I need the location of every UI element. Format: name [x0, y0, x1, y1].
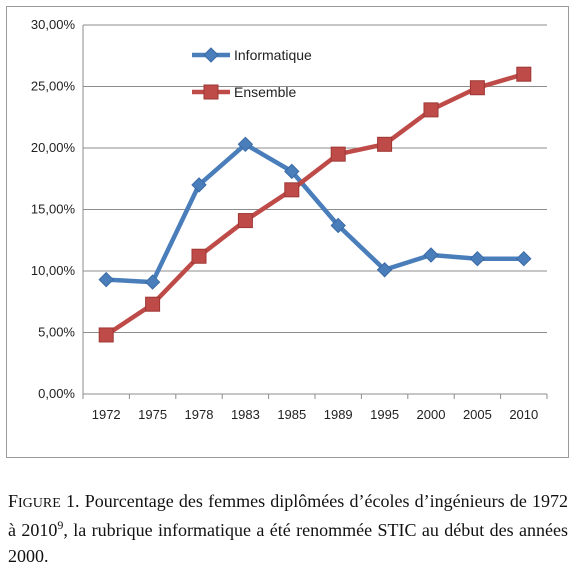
legend-marker: [203, 47, 219, 63]
footnote-marker: 9: [57, 518, 64, 532]
caption-text-end: , la rubrique informatique a été renommé…: [8, 520, 568, 566]
x-tick-label: 1995: [370, 407, 399, 422]
series-line-informatique: [106, 142, 524, 285]
data-point-ensemble: [516, 66, 532, 82]
caption-label: FIGURE: [8, 491, 61, 511]
figure-caption: FIGURE 1. Pourcentage des femmes diplômé…: [8, 488, 568, 569]
series-line-ensemble: [104, 72, 525, 337]
data-point-ensemble: [423, 102, 439, 118]
y-tick-label: 20,00%: [31, 140, 76, 155]
data-point-informatique: [191, 177, 207, 193]
data-point-ensemble: [330, 146, 346, 162]
data-point-ensemble: [98, 327, 114, 343]
y-tick-label: 5,00%: [38, 325, 75, 340]
data-point-ensemble: [284, 182, 300, 198]
data-point-informatique: [376, 262, 393, 278]
data-point-informatique: [284, 163, 300, 180]
data-point-informatique: [237, 136, 254, 153]
chart-frame: 0,00% 5,00% 10,00% 15,00% 20,00% 25,00% 30,00%…: [6, 6, 569, 458]
y-tick-label: 30,00%: [31, 17, 76, 32]
data-point-ensemble: [145, 296, 161, 312]
x-tick-label: 1989: [324, 407, 353, 422]
caption-number: 1.: [66, 491, 80, 511]
data-point-ensemble: [237, 213, 253, 229]
x-tick-label: 1972: [92, 407, 121, 422]
data-point-informatique: [98, 271, 114, 288]
x-tick-label: 1985: [277, 407, 306, 422]
data-point-informatique: [469, 250, 486, 267]
y-tick-label: 15,00%: [31, 202, 76, 217]
x-tick-label: 1978: [185, 407, 214, 422]
caption-text: Pourcentage des femmes diplômées d’école…: [8, 491, 569, 540]
legend-marker: [203, 84, 219, 100]
data-point-informatique: [144, 274, 161, 290]
legend-label: Ensemble: [234, 84, 296, 100]
y-tick-label: 25,00%: [31, 79, 76, 94]
data-point-informatique: [330, 217, 346, 234]
x-tick-label: 1983: [231, 407, 260, 422]
line-chart: 0,00% 5,00% 10,00% 15,00% 20,00% 25,00% 30,00%…: [31, 17, 548, 422]
data-point-informatique: [423, 247, 439, 263]
data-point-ensemble: [191, 248, 207, 264]
y-tick-label: 0,00%: [38, 386, 75, 401]
data-point-ensemble: [469, 80, 485, 96]
legend-label: Informatique: [234, 47, 312, 63]
x-tick-label: 2005: [463, 407, 492, 422]
x-tick-label: 2010: [509, 407, 538, 422]
data-point-informatique: [516, 250, 532, 267]
x-tick-label: 2000: [417, 407, 446, 422]
y-tick-label: 10,00%: [31, 263, 76, 278]
x-tick-label: 1975: [138, 407, 167, 422]
data-point-ensemble: [377, 136, 393, 152]
